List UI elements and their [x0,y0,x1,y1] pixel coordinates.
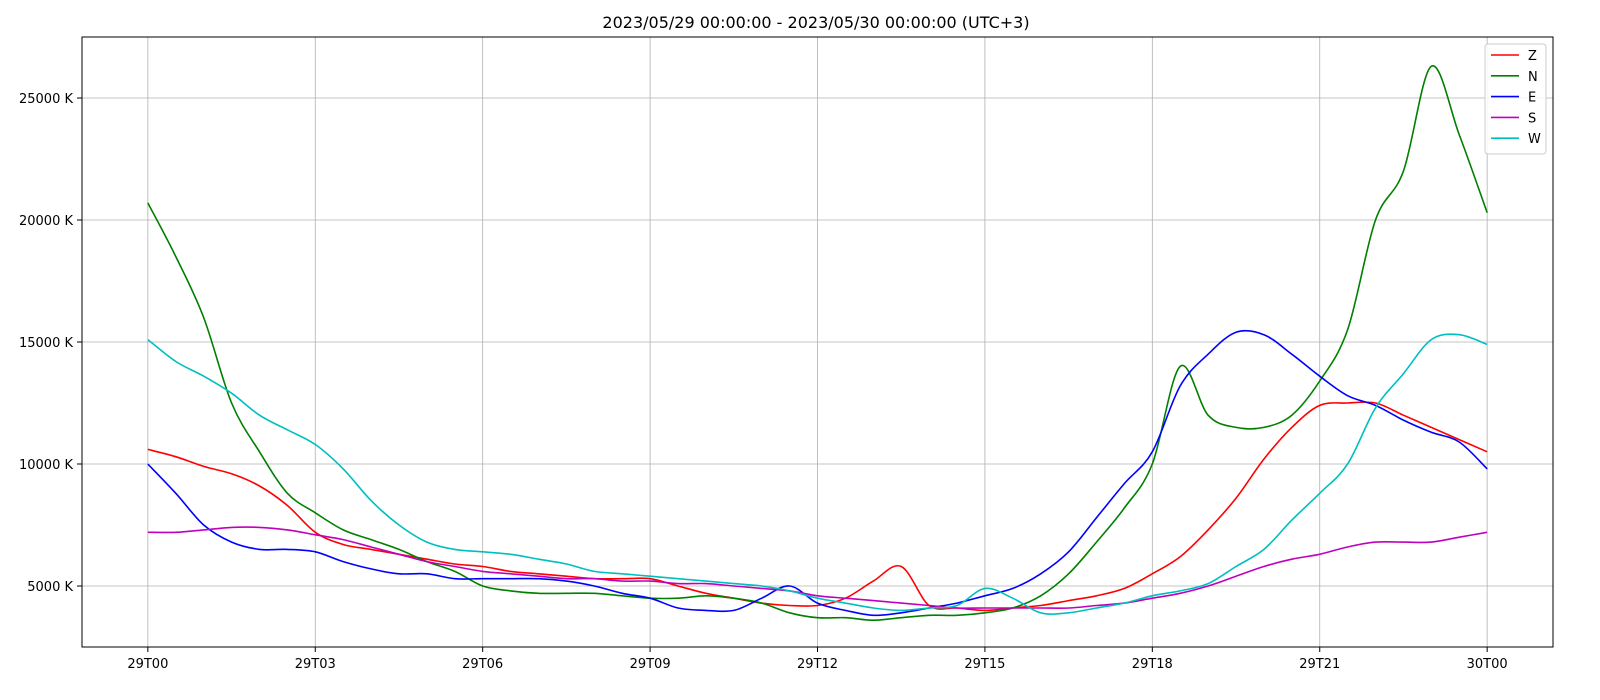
x-tick-label: 30T00 [1467,657,1508,672]
y-tick-label: 10000 K [19,458,73,473]
x-tick-label: 29T15 [964,657,1005,672]
legend-box [1484,43,1547,155]
x-tick-label: 29T12 [797,657,838,672]
legend-label-z: Z [1528,49,1537,64]
y-tick-label: 15000 K [19,336,73,351]
x-tick-label: 29T06 [462,657,503,672]
series-layer [147,65,1488,621]
y-tick-label: 25000 K [19,92,73,107]
chart-title: 2023/05/29 00:00:00 - 2023/05/30 00:00:0… [602,13,1029,32]
legend-label-s: S [1528,111,1536,126]
series-line-e [147,329,1488,617]
x-tick-label: 29T21 [1299,657,1340,672]
series-line-z [147,401,1488,612]
series-line-s [147,526,1488,609]
legend-label-w: W [1528,132,1541,147]
x-axis: 29T00 29T03 29T06 29T09 29T12 29T15 29T18 29T21… [127,647,1508,672]
y-axis: 5000 K 10000 K 15000 K 20000 K 25000 K [19,92,82,595]
x-tick-label: 29T18 [1132,657,1173,672]
y-tick-label: 5000 K [27,580,73,595]
x-tick-label: 29T03 [295,657,336,672]
series-line-n [147,65,1488,621]
x-tick-label: 29T09 [630,657,671,672]
legend-label-n: N [1528,70,1538,85]
grid [82,37,1553,647]
x-tick-label: 29T00 [127,657,168,672]
series-line-w [147,333,1488,615]
legend-label-e: E [1528,91,1536,106]
y-tick-label: 20000 K [19,214,73,229]
